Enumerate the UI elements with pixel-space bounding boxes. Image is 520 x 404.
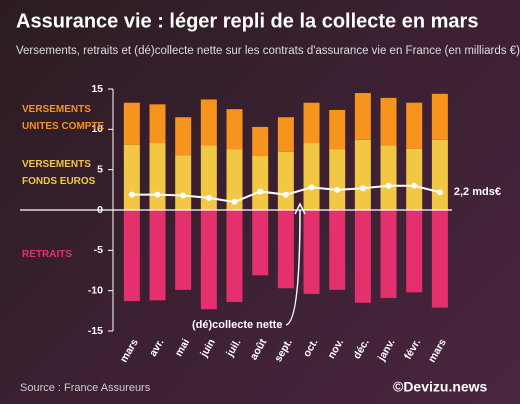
bar bbox=[200, 210, 217, 310]
net-point bbox=[128, 191, 135, 198]
bar bbox=[303, 210, 320, 294]
y-tick-label: -10 bbox=[88, 284, 103, 296]
annotation: (dé)collecte nette bbox=[192, 319, 282, 331]
bar bbox=[406, 102, 423, 149]
bar bbox=[123, 144, 140, 210]
bar bbox=[380, 97, 397, 146]
chart-title: Assurance vie : léger repli de la collec… bbox=[16, 10, 478, 32]
arrow-head bbox=[294, 202, 306, 215]
bar bbox=[380, 210, 397, 298]
bar bbox=[175, 155, 192, 210]
legend-entry: VERSEMENTS UNITES COMPTE bbox=[22, 104, 105, 132]
chart-subtitle: Versements, retraits et (dé)collecte net… bbox=[16, 45, 520, 57]
bar bbox=[406, 148, 423, 210]
bar bbox=[149, 210, 166, 301]
bar bbox=[380, 145, 397, 210]
bar bbox=[123, 210, 140, 302]
net-point bbox=[231, 198, 238, 205]
bar bbox=[329, 149, 346, 210]
y-tick-label: -15 bbox=[88, 325, 103, 337]
bar bbox=[226, 210, 243, 302]
bar bbox=[149, 143, 166, 210]
net-point bbox=[359, 185, 366, 192]
y-tick-label: 10 bbox=[91, 123, 103, 135]
bar bbox=[123, 102, 140, 145]
x-tick-label: nov. bbox=[325, 337, 346, 361]
net-point bbox=[154, 191, 161, 198]
net-point bbox=[180, 192, 187, 199]
net-point bbox=[385, 182, 392, 189]
bar bbox=[431, 210, 448, 308]
bar bbox=[329, 210, 346, 290]
net-point bbox=[205, 194, 212, 201]
bar bbox=[252, 155, 269, 210]
net-point bbox=[436, 189, 443, 196]
net-point bbox=[411, 182, 418, 189]
x-tick-label: août bbox=[248, 336, 270, 362]
x-tick-label: mai bbox=[173, 337, 192, 359]
legend-entry: VERSEMENTS FONDS EUROS bbox=[22, 159, 96, 187]
bar bbox=[354, 139, 371, 210]
net-point bbox=[282, 191, 289, 198]
brand: ©Devizu.news bbox=[393, 379, 488, 395]
net-point bbox=[257, 188, 264, 195]
net-point bbox=[308, 184, 315, 191]
bar bbox=[431, 93, 448, 140]
bar bbox=[200, 99, 217, 146]
x-tick-label: déc. bbox=[351, 337, 372, 361]
bar bbox=[277, 117, 294, 152]
x-tick-label: juil. bbox=[224, 337, 244, 360]
bar bbox=[175, 210, 192, 290]
bar bbox=[252, 126, 269, 156]
y-tick-label: 15 bbox=[91, 83, 103, 95]
y-tick-label: 5 bbox=[97, 163, 103, 175]
bar bbox=[252, 210, 269, 276]
x-tick-label: oct. bbox=[301, 337, 321, 359]
bar bbox=[200, 145, 217, 210]
x-tick-label: mars bbox=[426, 337, 449, 365]
bar bbox=[277, 210, 294, 289]
x-tick-label: avr. bbox=[147, 337, 166, 359]
bar bbox=[354, 210, 371, 303]
source: Source : France Assureurs bbox=[20, 382, 151, 394]
bar bbox=[303, 143, 320, 210]
bar bbox=[175, 117, 192, 156]
bar bbox=[406, 210, 423, 293]
bar bbox=[354, 93, 371, 140]
x-tick-label: sept. bbox=[272, 337, 295, 364]
bar bbox=[149, 104, 166, 144]
annotation-arrow bbox=[285, 209, 301, 326]
legend-entry: RETRAITS bbox=[22, 249, 72, 260]
bar bbox=[226, 149, 243, 210]
bar bbox=[277, 151, 294, 210]
bar bbox=[431, 139, 448, 210]
value-label: 2,2 mds€ bbox=[454, 186, 501, 198]
bar bbox=[329, 109, 346, 150]
x-tick-label: janv. bbox=[375, 337, 398, 364]
bar bbox=[303, 102, 320, 144]
x-tick-label: mars bbox=[118, 337, 141, 365]
x-tick-label: juin bbox=[198, 337, 218, 360]
y-tick-label: -5 bbox=[94, 244, 103, 256]
bar bbox=[226, 109, 243, 150]
net-point bbox=[334, 186, 341, 193]
x-tick-label: févr. bbox=[402, 337, 423, 362]
